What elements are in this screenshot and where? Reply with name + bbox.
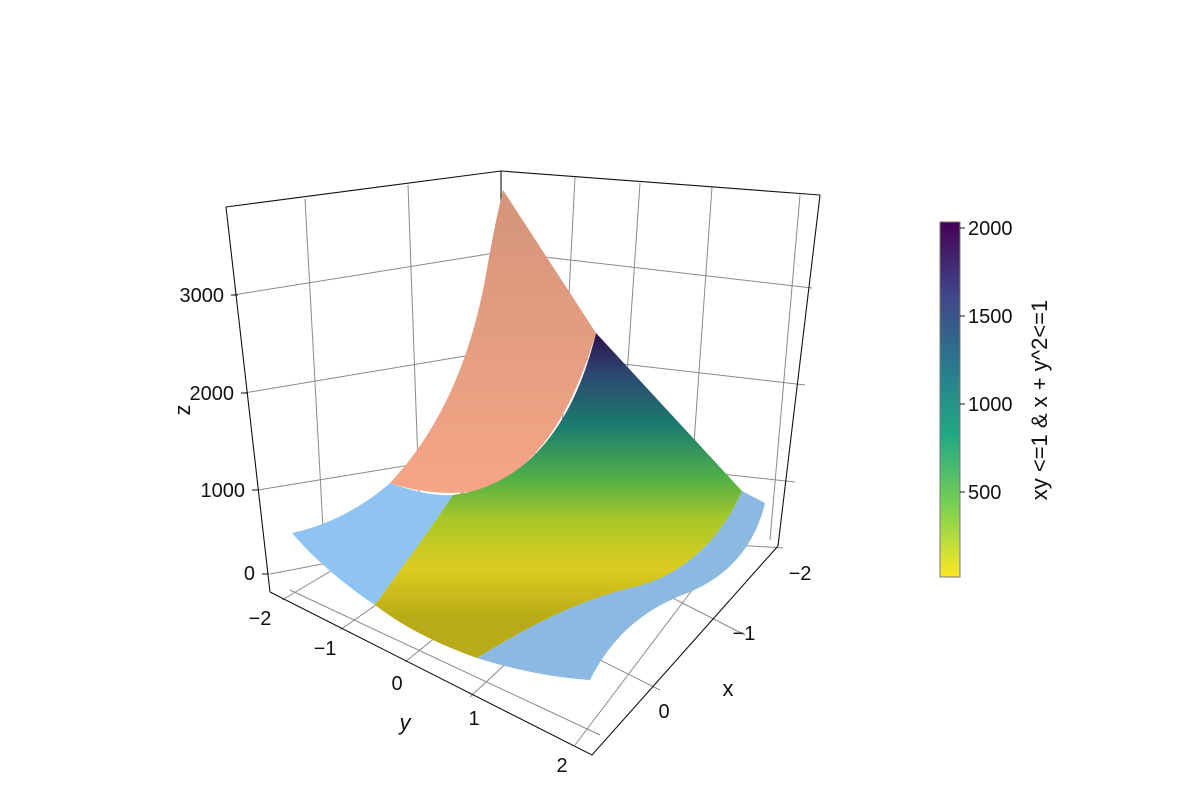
z-axis: 0 1000 2000 3000 z <box>170 285 269 585</box>
z-tick: 0 <box>244 563 255 585</box>
colorbar-tick: 500 <box>968 482 1001 504</box>
z-tick: 3000 <box>180 285 225 307</box>
y-tick: −2 <box>249 608 272 630</box>
x-tick: −2 <box>789 563 812 585</box>
z-tick: 1000 <box>201 480 246 502</box>
y-axis-label: y <box>398 710 413 735</box>
y-tick: −1 <box>314 638 337 660</box>
x-axis: −2 −1 0 x <box>658 563 811 723</box>
colorbar: 2000 1500 1000 500 xy <=1 & x + y^2<=1 <box>939 218 1052 578</box>
y-axis: −2 −1 0 1 2 y <box>249 608 568 777</box>
colorbar-tick: 2000 <box>968 218 1013 240</box>
colorbar-tick: 1000 <box>968 394 1013 416</box>
z-tick: 2000 <box>190 383 235 405</box>
colorbar-tick: 1500 <box>968 306 1013 328</box>
y-tick: 2 <box>556 755 567 777</box>
y-tick: 1 <box>468 708 479 730</box>
x-axis-label: x <box>723 676 734 701</box>
colorbar-gradient <box>939 221 961 578</box>
surface-outer-right <box>477 491 765 680</box>
colorbar-label: xy <=1 & x + y^2<=1 <box>1027 300 1052 501</box>
x-tick: 0 <box>658 701 669 723</box>
z-axis-label: z <box>170 405 195 416</box>
x-tick: −1 <box>733 623 756 645</box>
surface-highlighted-region <box>375 333 742 658</box>
surface-outer-left <box>292 483 453 605</box>
surface-salmon-region <box>390 190 596 493</box>
y-tick: 0 <box>391 673 402 695</box>
